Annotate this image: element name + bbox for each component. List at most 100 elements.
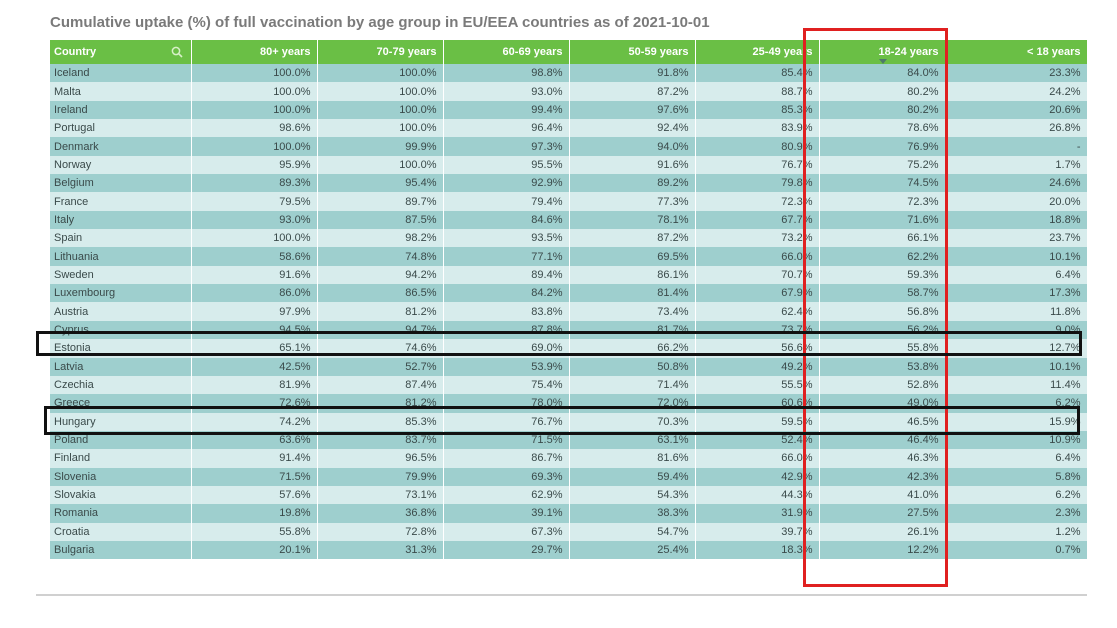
value-cell: 95.4% <box>317 174 444 193</box>
column-header-country[interactable]: Country <box>50 40 192 64</box>
column-header-18-years[interactable]: < 18 years <box>945 40 1087 64</box>
value-cell: 100.0% <box>191 64 318 83</box>
country-cell: Lithuania <box>50 247 192 266</box>
table-row-sweden: Sweden 91.6% 94.2% 89.4% 86.1% 70.7% 59.3% 6.4% <box>50 265 1087 285</box>
value-cell: 100.0% <box>191 82 318 101</box>
value-cell: 39.1% <box>443 504 570 523</box>
value-cell: 18.8% <box>945 210 1087 230</box>
country-cell: Estonia <box>50 339 192 358</box>
value-cell: 20.0% <box>945 192 1087 211</box>
value-cell: 0.7% <box>945 540 1087 560</box>
value-cell: 91.8% <box>569 64 696 83</box>
column-header-label: 18-24 years <box>878 46 939 58</box>
value-cell: 73.7% <box>695 320 820 340</box>
country-cell: Iceland <box>50 64 192 83</box>
value-cell: 56.6% <box>695 339 820 358</box>
value-cell: 46.3% <box>819 449 946 468</box>
value-cell: 92.9% <box>443 174 570 193</box>
country-cell: Croatia <box>50 522 192 541</box>
table-row-cyprus: Cyprus 94.5% 94.7% 87.8% 81.7% 73.7% 56.2% 9.0% <box>50 320 1087 340</box>
table-row-iceland: Iceland 100.0% 100.0% 98.8% 91.8% 85.4% 84.0% 2… <box>50 64 1087 83</box>
value-cell: 91.6% <box>191 265 318 285</box>
search-icon[interactable] <box>171 46 183 61</box>
value-cell: 66.0% <box>695 247 820 266</box>
value-cell: 100.0% <box>191 137 318 156</box>
value-cell: 69.3% <box>443 467 570 486</box>
value-cell: 19.8% <box>191 504 318 523</box>
value-cell: 75.4% <box>443 375 570 395</box>
value-cell: 17.3% <box>945 284 1087 303</box>
table-row-ireland: Ireland 100.0% 100.0% 99.4% 97.6% 85.3% 80.2% 2… <box>50 100 1087 120</box>
value-cell: 50.8% <box>569 357 696 376</box>
value-cell: 96.5% <box>317 449 444 468</box>
value-cell: 60.6% <box>695 394 820 413</box>
value-cell: 62.9% <box>443 485 570 505</box>
value-cell: 95.9% <box>191 155 318 175</box>
column-header-60-69-years[interactable]: 60-69 years <box>443 40 570 64</box>
value-cell: 91.6% <box>569 155 696 175</box>
value-cell: 26.8% <box>945 119 1087 138</box>
value-cell: 72.6% <box>191 394 318 413</box>
value-cell: 6.2% <box>945 485 1087 505</box>
table-row-italy: Italy 93.0% 87.5% 84.6% 78.1% 67.7% 71.6% 18.8% <box>50 210 1087 230</box>
column-header-label: Country <box>54 46 97 58</box>
value-cell: 89.7% <box>317 192 444 211</box>
value-cell: 67.7% <box>695 210 820 230</box>
value-cell: 66.1% <box>819 229 946 248</box>
value-cell: 86.1% <box>569 265 696 285</box>
value-cell: 77.1% <box>443 247 570 266</box>
value-cell: 86.5% <box>317 284 444 303</box>
table-row-portugal: Portugal 98.6% 100.0% 96.4% 92.4% 83.9% 78.6% 2… <box>50 119 1087 138</box>
value-cell: 71.6% <box>819 210 946 230</box>
value-cell: 41.0% <box>819 485 946 505</box>
table-row-france: France 79.5% 89.7% 79.4% 77.3% 72.3% 72.3% 20.0… <box>50 192 1087 211</box>
value-cell: 38.3% <box>569 504 696 523</box>
value-cell: 94.5% <box>191 320 318 340</box>
country-cell: Poland <box>50 430 192 450</box>
value-cell: 89.3% <box>191 174 318 193</box>
value-cell: 72.3% <box>695 192 820 211</box>
table-row-belgium: Belgium 89.3% 95.4% 92.9% 89.2% 79.8% 74.5% 24.… <box>50 174 1087 193</box>
value-cell: 12.2% <box>819 540 946 560</box>
vaccination-table-container[interactable]: Country 80+ years 70-79 years 60-69 years 50… <box>50 40 1087 576</box>
column-header-70-79-years[interactable]: 70-79 years <box>317 40 444 64</box>
column-header-50-59-years[interactable]: 50-59 years <box>569 40 696 64</box>
value-cell: 59.4% <box>569 467 696 486</box>
value-cell: 9.0% <box>945 320 1087 340</box>
column-header-25-49-years[interactable]: 25-49 years <box>695 40 820 64</box>
value-cell: 24.2% <box>945 82 1087 101</box>
value-cell: 56.8% <box>819 302 946 321</box>
value-cell: 11.4% <box>945 375 1087 395</box>
chart-title: Cumulative uptake (%) of full vaccinatio… <box>50 14 710 31</box>
value-cell: 69.5% <box>569 247 696 266</box>
value-cell: 71.5% <box>191 467 318 486</box>
value-cell: 81.2% <box>317 394 444 413</box>
value-cell: 20.6% <box>945 100 1087 120</box>
column-header-80-years[interactable]: 80+ years <box>191 40 318 64</box>
value-cell: 96.4% <box>443 119 570 138</box>
value-cell: 81.7% <box>569 320 696 340</box>
country-cell: Luxembourg <box>50 284 192 303</box>
country-cell: Sweden <box>50 265 192 285</box>
table-row-austria: Austria 97.9% 81.2% 83.8% 73.4% 62.4% 56.8% 11.… <box>50 302 1087 321</box>
value-cell: 42.9% <box>695 467 820 486</box>
value-cell: 92.4% <box>569 119 696 138</box>
table-row-lithuania: Lithuania 58.6% 74.8% 77.1% 69.5% 66.0% 62.2% 1… <box>50 247 1087 266</box>
value-cell: 5.8% <box>945 467 1087 486</box>
table-row-romania: Romania 19.8% 36.8% 39.1% 38.3% 31.9% 27.5% 2.3… <box>50 504 1087 523</box>
value-cell: 73.4% <box>569 302 696 321</box>
value-cell: 74.5% <box>819 174 946 193</box>
value-cell: 63.1% <box>569 430 696 450</box>
value-cell: 72.3% <box>819 192 946 211</box>
vaccination-table: Country 80+ years 70-79 years 60-69 years 50… <box>50 40 1087 560</box>
value-cell: 97.9% <box>191 302 318 321</box>
value-cell: 84.2% <box>443 284 570 303</box>
value-cell: 66.2% <box>569 339 696 358</box>
column-header-18-24-years[interactable]: 18-24 years <box>819 40 946 64</box>
value-cell: 79.4% <box>443 192 570 211</box>
value-cell: 57.6% <box>191 485 318 505</box>
value-cell: 83.9% <box>695 119 820 138</box>
value-cell: 31.9% <box>695 504 820 523</box>
column-header-label: 70-79 years <box>376 46 437 58</box>
value-cell: - <box>945 137 1087 156</box>
